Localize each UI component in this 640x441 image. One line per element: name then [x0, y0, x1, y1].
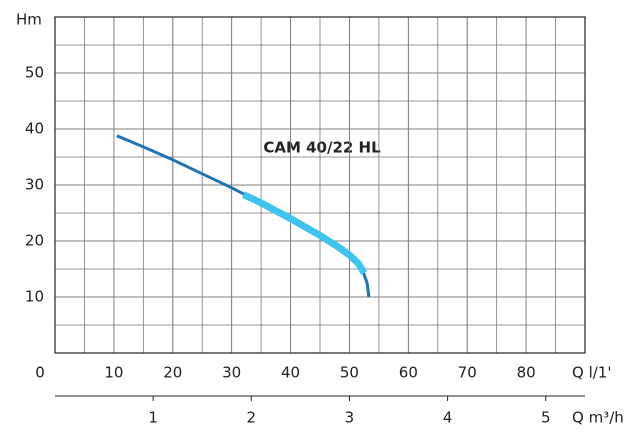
curve-label: CAM 40/22 HL: [263, 139, 381, 157]
x-tick-label: 70: [458, 364, 477, 382]
x-tick-label: 10: [104, 364, 123, 382]
x2-axis-label: Q m³/h: [572, 409, 624, 427]
x2-tick-label: 1: [148, 409, 158, 427]
y-tick-label: 10: [25, 288, 44, 306]
plot-frame: [54, 16, 586, 354]
curve: [241, 191, 368, 275]
x-tick-label: 40: [281, 364, 300, 382]
y-tick-label: 30: [25, 176, 44, 194]
x2-tick-label: 4: [443, 409, 453, 427]
x-tick-label: 0: [35, 364, 45, 382]
x-tick-label: 60: [399, 364, 418, 382]
curve: [116, 134, 371, 298]
x-tick-label: 80: [517, 364, 536, 382]
x2-tick-label: 2: [247, 409, 257, 427]
y-tick-label: 50: [25, 64, 44, 82]
x2-tick-label: 3: [345, 409, 355, 427]
x-tick-label: 50: [340, 364, 359, 382]
x-tick-label: 30: [222, 364, 241, 382]
x-axis-label: Q l/1': [572, 364, 611, 382]
x2-tick-label: 5: [541, 409, 551, 427]
y-tick-label: 40: [25, 120, 44, 138]
x-tick-label: 20: [163, 364, 182, 382]
y-tick-label: 20: [25, 232, 44, 250]
y-axis-label: Hm: [16, 11, 42, 29]
